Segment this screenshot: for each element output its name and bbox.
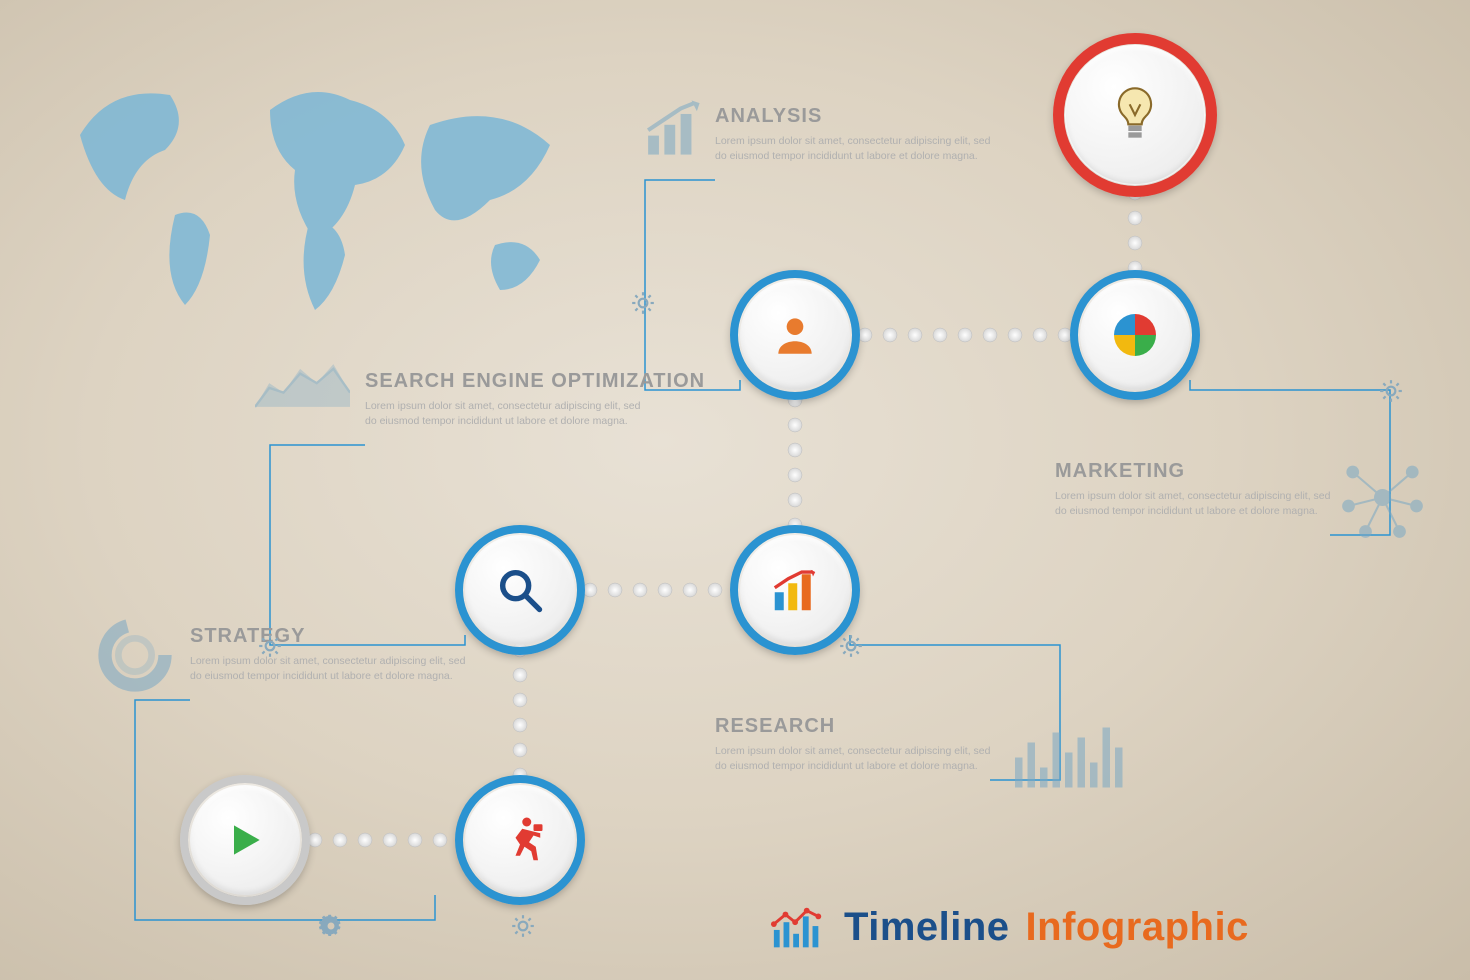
title-chart-icon <box>770 906 828 950</box>
network-icon <box>1340 455 1425 540</box>
callout-title: STRATEGY <box>190 625 480 648</box>
bulb-icon <box>1103 83 1167 147</box>
runner-icon <box>493 813 547 867</box>
callout-title: MARKETING <box>1055 460 1345 483</box>
node-marketing <box>1080 280 1190 390</box>
callout-body: Lorem ipsum dolor sit amet, consectetur … <box>1055 489 1345 519</box>
node-strategy <box>465 785 575 895</box>
title-bar: Timeline Infographic <box>770 905 1249 950</box>
barchart-icon <box>768 563 822 617</box>
gear-icon <box>630 290 656 316</box>
gear-icon <box>257 633 283 659</box>
callout-title: RESEARCH <box>715 715 1005 738</box>
callout-body: Lorem ipsum dolor sit amet, consectetur … <box>715 134 1005 164</box>
node-idea <box>1065 45 1205 185</box>
title-word-2: Infographic <box>1026 905 1249 950</box>
area-chart-icon <box>255 358 350 413</box>
callout-body: Lorem ipsum dolor sit amet, consectetur … <box>365 399 655 429</box>
callout-marketing: MARKETING Lorem ipsum dolor sit amet, co… <box>1055 460 1345 519</box>
gear-icon <box>510 913 536 939</box>
magnifier-icon <box>494 564 546 616</box>
node-seo <box>465 535 575 645</box>
infographic-canvas: STRATEGY Lorem ipsum dolor sit amet, con… <box>0 0 1470 980</box>
callout-analysis: ANALYSIS Lorem ipsum dolor sit amet, con… <box>715 105 1005 164</box>
growth-chart-icon <box>640 95 705 160</box>
donut-chart-icon <box>95 615 175 695</box>
node-analysis <box>740 280 850 390</box>
callout-body: Lorem ipsum dolor sit amet, consectetur … <box>715 744 1005 774</box>
title-word-1: Timeline <box>844 905 1010 950</box>
callout-seo: SEARCH ENGINE OPTIMIZATION Lorem ipsum d… <box>365 370 705 429</box>
gear-icon <box>318 913 344 939</box>
play-icon <box>223 818 267 862</box>
callout-title: ANALYSIS <box>715 105 1005 128</box>
gear-icon <box>1378 378 1404 404</box>
person-icon <box>770 310 820 360</box>
callout-body: Lorem ipsum dolor sit amet, consectetur … <box>190 654 480 684</box>
callout-research: RESEARCH Lorem ipsum dolor sit amet, con… <box>715 715 1005 774</box>
node-research <box>740 535 850 645</box>
bars-icon <box>1015 720 1125 790</box>
callout-title: SEARCH ENGINE OPTIMIZATION <box>365 370 705 393</box>
callout-strategy: STRATEGY Lorem ipsum dolor sit amet, con… <box>190 625 480 684</box>
node-start <box>190 785 300 895</box>
piechart-icon <box>1107 307 1163 363</box>
gear-icon <box>838 633 864 659</box>
